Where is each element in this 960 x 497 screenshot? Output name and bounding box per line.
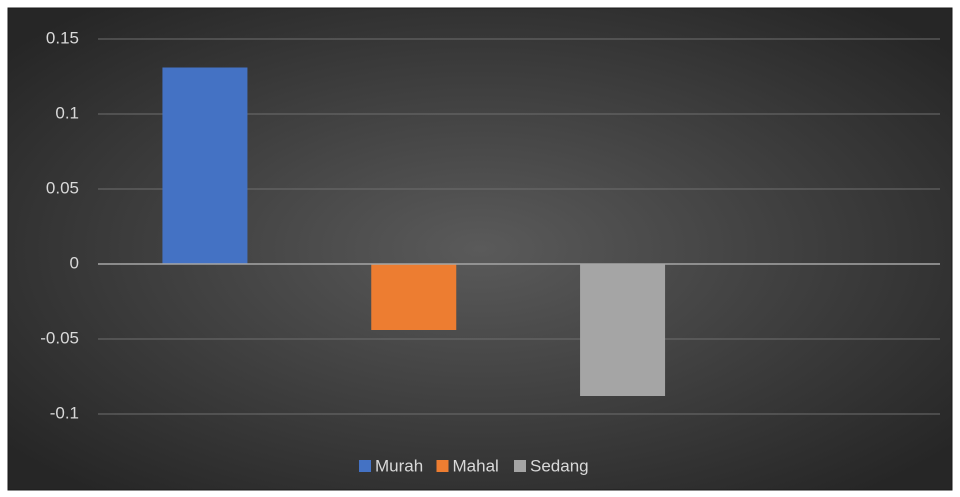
y-tick-label: 0: [70, 253, 79, 272]
bar: [162, 67, 248, 264]
legend-label: Sedang: [530, 456, 589, 475]
legend-swatch: [436, 460, 449, 472]
chart-area: [7, 7, 953, 491]
bar: [580, 264, 666, 396]
legend-label: Murah: [375, 456, 423, 475]
y-tick-label: 0.1: [55, 103, 79, 122]
bar: [371, 264, 457, 330]
legend-swatch: [359, 460, 371, 472]
legend-swatch: [514, 460, 526, 472]
legend-label: Mahal: [453, 456, 499, 475]
y-tick-label: 0.05: [46, 178, 79, 197]
y-tick-label: -0.1: [50, 403, 79, 422]
y-tick-label: -0.05: [40, 328, 79, 347]
y-tick-label: 0.15: [46, 28, 79, 47]
